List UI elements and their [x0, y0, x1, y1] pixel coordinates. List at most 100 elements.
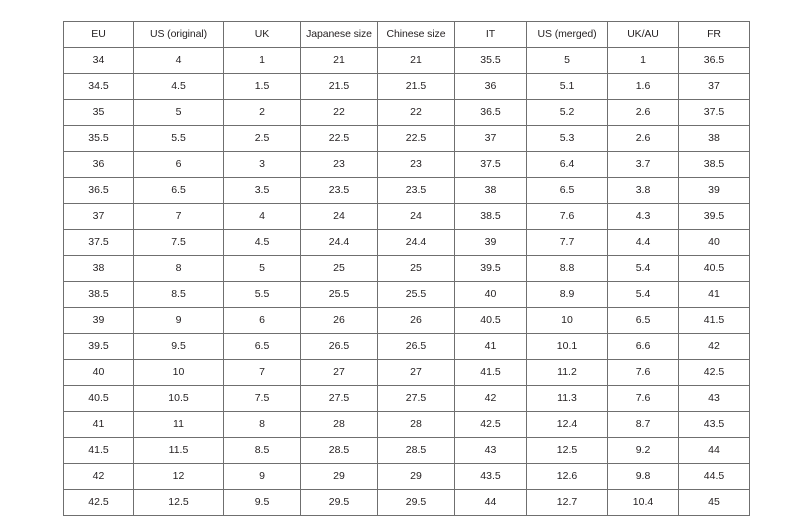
cell-chinese-size: 27 [377, 359, 455, 386]
cell-uk: 8 [223, 411, 301, 438]
cell-us-merged: 11.2 [526, 359, 608, 386]
table-row: 39.5 9.5 6.5 26.5 26.5 41 10.1 6.6 42 [63, 333, 750, 360]
cell-chinese-size: 21.5 [377, 73, 455, 100]
table-row: 41 11 8 28 28 42.5 12.4 8.7 43.5 [63, 411, 750, 438]
column-header-uk: UK [223, 21, 301, 48]
cell-us-merged: 12.7 [526, 489, 608, 516]
cell-us-original: 7 [133, 203, 224, 230]
cell-eu: 41 [63, 411, 134, 438]
cell-it: 41 [454, 333, 527, 360]
cell-it: 37 [454, 125, 527, 152]
table-row: 37.5 7.5 4.5 24.4 24.4 39 7.7 4.4 40 [63, 229, 750, 256]
cell-uk: 4 [223, 203, 301, 230]
cell-fr: 40 [678, 229, 750, 256]
cell-eu: 42 [63, 463, 134, 490]
cell-us-merged: 5.1 [526, 73, 608, 100]
cell-eu: 41.5 [63, 437, 134, 464]
cell-japanese-size: 25.5 [300, 281, 378, 308]
cell-us-merged: 12.6 [526, 463, 608, 490]
cell-us-original: 4.5 [133, 73, 224, 100]
cell-fr: 45 [678, 489, 750, 516]
cell-uk: 6.5 [223, 333, 301, 360]
cell-eu: 39.5 [63, 333, 134, 360]
table-row: 39 9 6 26 26 40.5 10 6.5 41.5 [63, 307, 750, 334]
cell-us-merged: 7.6 [526, 203, 608, 230]
cell-us-original: 8 [133, 255, 224, 282]
cell-fr: 42.5 [678, 359, 750, 386]
cell-uk: 1.5 [223, 73, 301, 100]
cell-uk-au: 7.6 [607, 385, 679, 412]
cell-it: 41.5 [454, 359, 527, 386]
column-header-fr: FR [678, 21, 750, 48]
cell-chinese-size: 22 [377, 99, 455, 126]
cell-it: 40 [454, 281, 527, 308]
table-row: 40.5 10.5 7.5 27.5 27.5 42 11.3 7.6 43 [63, 385, 750, 412]
cell-us-merged: 5 [526, 47, 608, 74]
cell-fr: 44 [678, 437, 750, 464]
cell-eu: 40.5 [63, 385, 134, 412]
table-row: 40 10 7 27 27 41.5 11.2 7.6 42.5 [63, 359, 750, 386]
cell-fr: 37.5 [678, 99, 750, 126]
cell-uk: 5.5 [223, 281, 301, 308]
cell-uk: 2 [223, 99, 301, 126]
table-row: 42.5 12.5 9.5 29.5 29.5 44 12.7 10.4 45 [63, 489, 750, 516]
cell-us-original: 6 [133, 151, 224, 178]
cell-uk: 3.5 [223, 177, 301, 204]
cell-uk-au: 1 [607, 47, 679, 74]
column-header-us-original: US (original) [133, 21, 224, 48]
cell-eu: 37.5 [63, 229, 134, 256]
cell-uk: 5 [223, 255, 301, 282]
cell-eu: 40 [63, 359, 134, 386]
cell-uk-au: 3.8 [607, 177, 679, 204]
cell-uk-au: 2.6 [607, 99, 679, 126]
cell-uk: 9 [223, 463, 301, 490]
cell-uk-au: 3.7 [607, 151, 679, 178]
cell-fr: 40.5 [678, 255, 750, 282]
cell-fr: 42 [678, 333, 750, 360]
cell-uk-au: 10.4 [607, 489, 679, 516]
table-row: 34.5 4.5 1.5 21.5 21.5 36 5.1 1.6 37 [63, 73, 750, 100]
cell-us-merged: 8.8 [526, 255, 608, 282]
table-header: EU US (original) UK Japanese size Chinese si… [63, 21, 750, 48]
cell-eu: 38 [63, 255, 134, 282]
cell-japanese-size: 21.5 [300, 73, 378, 100]
cell-us-original: 7.5 [133, 229, 224, 256]
size-conversion-table: EU US (original) UK Japanese size Chinese si… [63, 21, 750, 516]
cell-us-merged: 5.2 [526, 99, 608, 126]
table-row: 38.5 8.5 5.5 25.5 25.5 40 8.9 5.4 41 [63, 281, 750, 308]
cell-chinese-size: 24.4 [377, 229, 455, 256]
cell-japanese-size: 27 [300, 359, 378, 386]
cell-japanese-size: 23.5 [300, 177, 378, 204]
cell-it: 42.5 [454, 411, 527, 438]
cell-us-original: 4 [133, 47, 224, 74]
cell-uk-au: 5.4 [607, 255, 679, 282]
cell-us-original: 9 [133, 307, 224, 334]
cell-uk-au: 9.2 [607, 437, 679, 464]
cell-chinese-size: 21 [377, 47, 455, 74]
cell-eu: 34 [63, 47, 134, 74]
cell-chinese-size: 26.5 [377, 333, 455, 360]
cell-japanese-size: 25 [300, 255, 378, 282]
cell-uk: 1 [223, 47, 301, 74]
cell-fr: 39.5 [678, 203, 750, 230]
cell-chinese-size: 23.5 [377, 177, 455, 204]
cell-us-merged: 6.4 [526, 151, 608, 178]
cell-fr: 38.5 [678, 151, 750, 178]
cell-chinese-size: 25 [377, 255, 455, 282]
cell-uk: 2.5 [223, 125, 301, 152]
cell-uk-au: 2.6 [607, 125, 679, 152]
cell-uk: 8.5 [223, 437, 301, 464]
cell-eu: 39 [63, 307, 134, 334]
cell-fr: 43.5 [678, 411, 750, 438]
cell-us-original: 12 [133, 463, 224, 490]
cell-uk: 7.5 [223, 385, 301, 412]
cell-uk-au: 6.5 [607, 307, 679, 334]
cell-uk: 3 [223, 151, 301, 178]
cell-it: 44 [454, 489, 527, 516]
cell-uk: 9.5 [223, 489, 301, 516]
cell-uk: 4.5 [223, 229, 301, 256]
cell-us-merged: 10 [526, 307, 608, 334]
cell-it: 35.5 [454, 47, 527, 74]
cell-fr: 37 [678, 73, 750, 100]
column-header-chinese-size: Chinese size [377, 21, 455, 48]
